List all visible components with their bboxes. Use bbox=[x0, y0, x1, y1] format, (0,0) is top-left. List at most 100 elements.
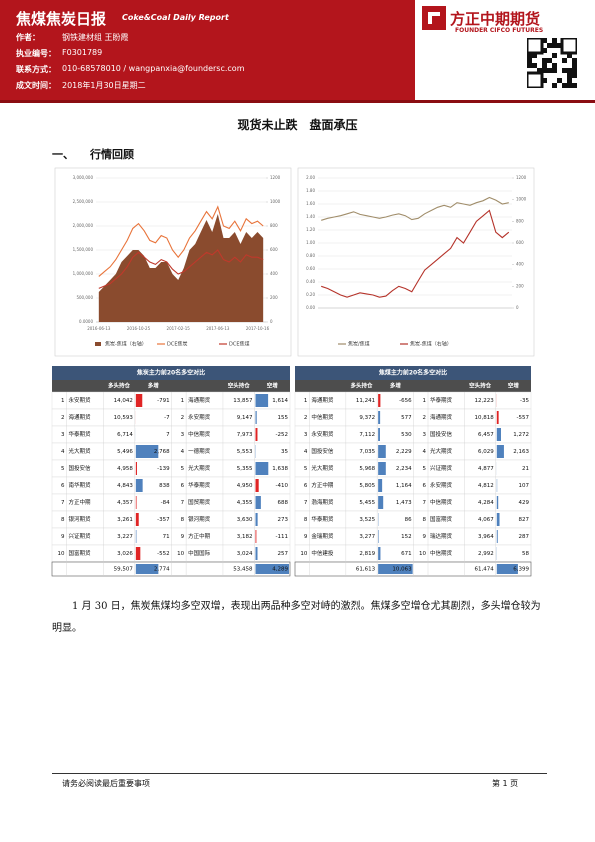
table-cell: 3,261 bbox=[117, 517, 133, 523]
table-cell: 8 bbox=[304, 517, 308, 523]
table-cell: 1,272 bbox=[513, 432, 529, 438]
table-cell: 8 bbox=[422, 517, 426, 523]
table-cell: 5 bbox=[181, 466, 185, 472]
meta-value: F0301789 bbox=[62, 48, 103, 57]
table-cell: 永安期货 bbox=[430, 481, 453, 489]
table-cell: 9 bbox=[422, 534, 426, 540]
table-cell: 11,241 bbox=[356, 398, 375, 404]
table-cell: 瑞达期货 bbox=[430, 532, 453, 540]
table-cell: 5,968 bbox=[359, 466, 375, 472]
qr-cell bbox=[552, 83, 557, 88]
table-cell: 3,630 bbox=[237, 517, 253, 523]
table-cell: 10,063 bbox=[392, 567, 412, 573]
qr-cell bbox=[552, 38, 557, 43]
y-tick-label: 1.20 bbox=[306, 227, 315, 232]
table-cell: 7,112 bbox=[359, 432, 375, 438]
x-tick-label: 2017-10-16 bbox=[246, 326, 270, 331]
table-cell: 4,812 bbox=[478, 483, 494, 489]
table-cell: 155 bbox=[278, 415, 289, 421]
change-bar bbox=[135, 564, 159, 574]
table-cell: 10 bbox=[57, 551, 64, 557]
table-cell: 10 bbox=[300, 551, 307, 557]
qr-cell bbox=[527, 63, 532, 68]
table-cell: 兴证期货 bbox=[68, 532, 91, 540]
qr-code bbox=[527, 38, 577, 88]
table-cell: 华泰期货 bbox=[188, 481, 211, 489]
table-header: 空头持仓 bbox=[228, 382, 251, 390]
table-cell: 4 bbox=[181, 449, 185, 455]
table-cell: 10 bbox=[419, 551, 426, 557]
legend-label: 焦炭-焦煤（右轴） bbox=[410, 341, 452, 348]
table-cell: 287 bbox=[519, 534, 530, 540]
y2-tick-label: 1200 bbox=[270, 175, 281, 180]
table-cell: 5,355 bbox=[237, 466, 253, 472]
table-cell: 12,223 bbox=[475, 398, 495, 404]
qr-cell bbox=[567, 78, 572, 83]
y2-tick-label: 0 bbox=[516, 305, 519, 310]
table-cell: 海通期货 bbox=[188, 396, 211, 404]
header-band bbox=[0, 0, 415, 100]
table-cell: 9 bbox=[61, 534, 65, 540]
table-cell: 1 bbox=[422, 398, 426, 404]
table-cell: -139 bbox=[157, 466, 170, 472]
table-cell: 10,593 bbox=[114, 415, 134, 421]
y-tick-label: 0.0000 bbox=[79, 319, 93, 324]
change-bar bbox=[135, 445, 159, 458]
table-cell: 9,372 bbox=[359, 415, 375, 421]
y2-tick-label: 200 bbox=[516, 283, 524, 288]
legend-label: DCE焦炭 bbox=[167, 341, 188, 348]
table-cell: 7 bbox=[422, 500, 426, 506]
table-cell: -552 bbox=[157, 551, 169, 557]
table-cell: -111 bbox=[276, 534, 288, 540]
qr-cell bbox=[562, 58, 567, 63]
x-tick-label: 2017-06-13 bbox=[206, 326, 230, 331]
meta-label: 联系方式： bbox=[16, 65, 56, 74]
change-bar bbox=[255, 513, 258, 526]
change-bar bbox=[135, 462, 137, 475]
table-cell: 688 bbox=[278, 500, 289, 506]
table-header: 空增 bbox=[267, 382, 279, 390]
change-bar bbox=[378, 496, 384, 509]
table-cell: 中信建投 bbox=[311, 549, 334, 557]
footer-note: 请务必阅读最后重要事项 bbox=[62, 779, 150, 788]
table-cell: 5,805 bbox=[359, 483, 375, 489]
table-cell: -656 bbox=[399, 398, 412, 404]
table-cell: 方正中期 bbox=[311, 481, 334, 489]
change-bar bbox=[255, 530, 257, 543]
table-cell: -84 bbox=[161, 500, 170, 506]
table-cell: 国投安信 bbox=[311, 447, 334, 455]
table-cell: 3,227 bbox=[117, 534, 133, 540]
table-cell: 3,024 bbox=[237, 551, 253, 557]
table-cell: 35 bbox=[281, 449, 288, 455]
headline: 现货未止跌 盘面承压 bbox=[237, 118, 358, 132]
table-cell: -35 bbox=[520, 398, 529, 404]
change-bar bbox=[378, 445, 386, 458]
table-cell: 方正中期 bbox=[68, 498, 91, 506]
y-tick-label: 500,000 bbox=[76, 295, 93, 300]
change-bar bbox=[255, 547, 258, 560]
change-bar bbox=[496, 445, 504, 458]
qr-cell bbox=[542, 48, 547, 53]
table-cell: 8 bbox=[61, 517, 65, 523]
qr-finder bbox=[527, 38, 544, 55]
table-cell: 6 bbox=[181, 483, 185, 489]
table-cell: 方正中期 bbox=[188, 532, 211, 540]
qr-cell bbox=[527, 58, 532, 63]
table-cell: 海通期货 bbox=[430, 413, 453, 421]
y-tick-label: 1.80 bbox=[306, 188, 315, 193]
change-bar bbox=[496, 530, 498, 543]
table-cell: 光大期货 bbox=[68, 447, 91, 455]
table-cell: 2 bbox=[61, 415, 65, 421]
qr-cell bbox=[572, 73, 577, 78]
change-bar bbox=[135, 513, 139, 526]
table-cell: 14,042 bbox=[114, 398, 133, 404]
table-cell: 4,355 bbox=[237, 500, 253, 506]
line-series bbox=[98, 205, 264, 277]
table-cell: 59,507 bbox=[114, 567, 134, 573]
table-cell: 1,473 bbox=[396, 500, 412, 506]
table-cell: 4,284 bbox=[478, 500, 494, 506]
qr-cell bbox=[527, 53, 532, 58]
y-tick-label: 2,000,000 bbox=[73, 223, 94, 228]
line-series bbox=[321, 209, 510, 298]
